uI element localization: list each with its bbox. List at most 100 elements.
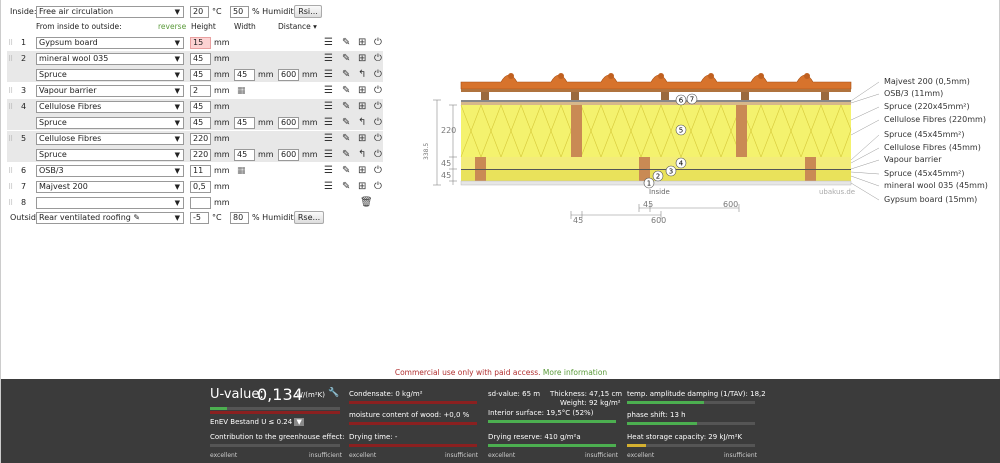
reverse-link[interactable]: reverse bbox=[158, 22, 187, 31]
layer-width-input[interactable]: 45 bbox=[234, 117, 255, 129]
rsi-button[interactable]: Rsi... bbox=[294, 5, 322, 18]
layer-material-select[interactable]: Spruce ▼ bbox=[36, 117, 184, 129]
drag-handle[interactable]: ⠿ bbox=[8, 55, 14, 63]
layer-marker-7[interactable]: 7 bbox=[686, 93, 698, 105]
layer-material-select[interactable]: Majvest 200 ▼ bbox=[36, 181, 184, 193]
layer-material-select[interactable]: Cellulose Fibres ▼ bbox=[36, 101, 184, 113]
menu-icon[interactable]: ☰ bbox=[324, 85, 333, 96]
power-icon[interactable]: ⏻ bbox=[374, 37, 382, 48]
pencil-icon[interactable]: ✎ bbox=[133, 213, 141, 222]
pencil-icon[interactable]: ✎ bbox=[342, 181, 351, 192]
header-distance[interactable]: Distance ▾ bbox=[278, 22, 317, 31]
enev-label[interactable]: EnEV Bestand U ≤ 0.24 ▼ bbox=[210, 418, 304, 426]
pencil-icon[interactable]: ✎ bbox=[342, 53, 351, 64]
pencil-icon[interactable]: ✎ bbox=[342, 117, 351, 128]
pencil-icon[interactable]: ✎ bbox=[342, 37, 351, 48]
pencil-icon[interactable]: ✎ bbox=[342, 165, 351, 176]
layer-height-input[interactable]: 45 bbox=[190, 117, 211, 129]
layer-material-select[interactable]: Spruce ▼ bbox=[36, 69, 184, 81]
undo-arrow-icon[interactable]: ↰ bbox=[358, 149, 367, 160]
drag-handle[interactable]: ⠿ bbox=[8, 135, 14, 143]
layer-height-input[interactable]: 11 bbox=[190, 165, 211, 177]
layer-height-input[interactable]: 0,5 bbox=[190, 181, 211, 193]
layer-material-select[interactable]: OSB/3 ▼ bbox=[36, 165, 184, 177]
power-icon[interactable]: ⏻ bbox=[374, 181, 382, 192]
layer-material-select[interactable]: Vapour barrier ▼ bbox=[36, 85, 184, 97]
layer-height-input[interactable] bbox=[190, 197, 211, 209]
power-icon[interactable]: ⏻ bbox=[374, 53, 382, 64]
menu-icon[interactable]: ☰ bbox=[324, 37, 333, 48]
menu-icon[interactable]: ☰ bbox=[324, 181, 333, 192]
layer-marker-5[interactable]: 5 bbox=[675, 124, 687, 136]
add-layer-icon[interactable]: ⊞ bbox=[358, 37, 367, 48]
layer-marker-1[interactable]: 1 bbox=[643, 177, 655, 189]
layer-marker-6[interactable]: 6 bbox=[675, 94, 687, 106]
layer-width-input[interactable]: 45 bbox=[234, 149, 255, 161]
power-icon[interactable]: ⏻ bbox=[374, 133, 382, 144]
add-detail-icon[interactable]: ▦ bbox=[237, 166, 246, 176]
menu-icon[interactable]: ☰ bbox=[324, 101, 333, 112]
power-icon[interactable]: ⏻ bbox=[374, 165, 382, 176]
pencil-icon[interactable]: ✎ bbox=[342, 69, 351, 80]
layer-width-input[interactable]: 45 bbox=[234, 69, 255, 81]
layer-distance-input[interactable]: 600 bbox=[278, 149, 299, 161]
layer-material-select[interactable]: Gypsum board ▼ bbox=[36, 37, 184, 49]
outside-temp-input[interactable]: -5 bbox=[190, 212, 209, 224]
power-icon[interactable]: ⏻ bbox=[374, 117, 382, 128]
drag-handle[interactable]: ⠿ bbox=[8, 39, 14, 47]
layer-distance-input[interactable]: 600 bbox=[278, 69, 299, 81]
undo-arrow-icon[interactable]: ↰ bbox=[358, 69, 367, 80]
add-layer-icon[interactable]: ⊞ bbox=[358, 165, 367, 176]
outside-climate-select[interactable]: Rear ventilated roofing ✎ ▼ bbox=[36, 212, 184, 224]
power-icon[interactable]: ⏻ bbox=[374, 149, 382, 160]
layer-material-select[interactable]: Cellulose Fibres ▼ bbox=[36, 133, 184, 145]
power-icon[interactable]: ⏻ bbox=[374, 85, 382, 96]
menu-icon[interactable]: ☰ bbox=[324, 165, 333, 176]
layer-marker-2[interactable]: 2 bbox=[652, 170, 664, 182]
more-information-link[interactable]: More information bbox=[542, 368, 608, 377]
rse-button[interactable]: Rse... bbox=[294, 211, 324, 224]
drag-handle[interactable]: ⠿ bbox=[8, 103, 14, 111]
drag-handle[interactable]: ⠿ bbox=[8, 87, 14, 95]
layer-height-input[interactable]: 45 bbox=[190, 101, 211, 113]
layer-height-input[interactable]: 2 bbox=[190, 85, 211, 97]
add-layer-icon[interactable]: ⊞ bbox=[358, 181, 367, 192]
add-layer-icon[interactable]: ⊞ bbox=[358, 85, 367, 96]
menu-icon[interactable]: ☰ bbox=[324, 69, 333, 80]
layer-height-input[interactable]: 45 bbox=[190, 53, 211, 65]
power-icon[interactable]: ⏻ bbox=[374, 69, 382, 80]
layer-height-input[interactable]: 220 bbox=[190, 133, 211, 145]
layer-distance-input[interactable]: 600 bbox=[278, 117, 299, 129]
wrench-icon[interactable]: 🔧 bbox=[328, 388, 340, 398]
layer-marker-3[interactable]: 3 bbox=[665, 165, 677, 177]
layer-material-select[interactable]: ▼ bbox=[36, 197, 184, 209]
inside-humidity-input[interactable]: 50 bbox=[230, 6, 249, 18]
layer-height-input[interactable]: 220 bbox=[190, 149, 211, 161]
drag-handle[interactable]: ⠿ bbox=[8, 167, 14, 175]
menu-icon[interactable]: ☰ bbox=[324, 117, 333, 128]
trash-icon[interactable]: 🗑 bbox=[360, 197, 373, 208]
power-icon[interactable]: ⏻ bbox=[374, 101, 382, 112]
add-layer-icon[interactable]: ⊞ bbox=[358, 133, 367, 144]
add-layer-icon[interactable]: ⊞ bbox=[358, 101, 367, 112]
layer-height-input[interactable]: 45 bbox=[190, 69, 211, 81]
layer-material-select[interactable]: mineral wool 035 ▼ bbox=[36, 53, 184, 65]
menu-icon[interactable]: ☰ bbox=[324, 133, 333, 144]
pencil-icon[interactable]: ✎ bbox=[342, 133, 351, 144]
pencil-icon[interactable]: ✎ bbox=[342, 149, 351, 160]
pencil-icon[interactable]: ✎ bbox=[342, 85, 351, 96]
add-detail-icon[interactable]: ▦ bbox=[237, 86, 246, 96]
drag-handle[interactable]: ⠿ bbox=[8, 183, 14, 191]
pencil-icon[interactable]: ✎ bbox=[342, 101, 351, 112]
layer-marker-4[interactable]: 4 bbox=[675, 157, 687, 169]
inside-climate-select[interactable]: Free air circulation ▼ bbox=[36, 6, 184, 18]
layer-height-input[interactable]: 15 bbox=[190, 37, 211, 49]
inside-temp-input[interactable]: 20 bbox=[190, 6, 209, 18]
add-layer-icon[interactable]: ⊞ bbox=[358, 53, 367, 64]
undo-arrow-icon[interactable]: ↰ bbox=[358, 117, 367, 128]
menu-icon[interactable]: ☰ bbox=[324, 149, 333, 160]
outside-humidity-input[interactable]: 80 bbox=[230, 212, 249, 224]
drag-handle[interactable]: ⠿ bbox=[8, 199, 14, 207]
menu-icon[interactable]: ☰ bbox=[324, 53, 333, 64]
layer-material-select[interactable]: Spruce ▼ bbox=[36, 149, 184, 161]
